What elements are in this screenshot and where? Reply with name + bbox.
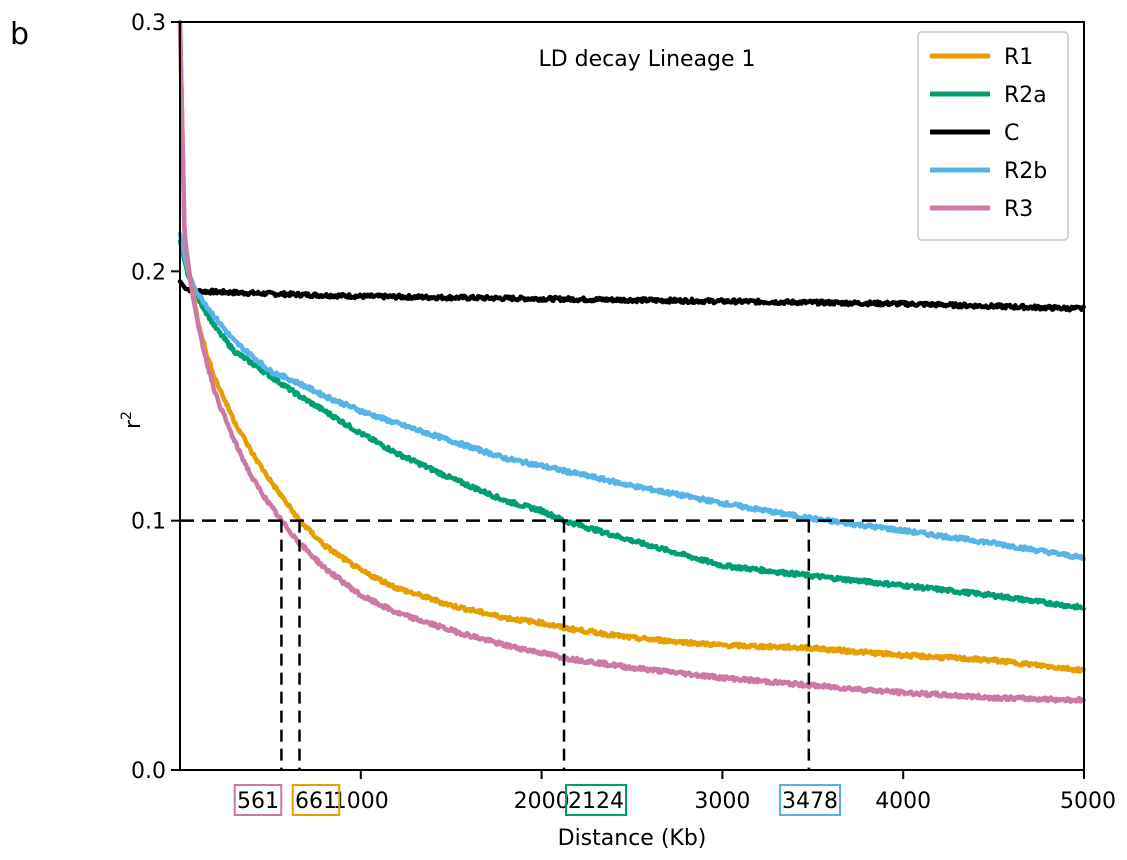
legend: R1 R2a C R2b R3	[917, 31, 1069, 241]
series-line-r1	[177, 19, 1086, 674]
y-axis-label-base: r	[121, 419, 146, 429]
y-tick-label: 0.0	[131, 759, 166, 784]
x-tick-label: 5000	[1060, 789, 1116, 814]
decay-marker-box-2124	[565, 784, 627, 816]
x-tick-label: 2000	[514, 789, 570, 814]
panel-label: b	[10, 17, 29, 52]
decay-marker-label-661: 661	[295, 789, 337, 814]
plot-frame	[179, 21, 1085, 771]
decay-marker-label-3478: 3478	[782, 789, 838, 814]
legend-items: R1 R2a C R2b R3	[930, 45, 1047, 222]
series-line-r2a	[177, 239, 1086, 611]
series-line-r3	[177, 19, 1086, 704]
decay-marker-label-561: 561	[237, 789, 279, 814]
threshold-guides	[180, 519, 1084, 770]
decay-marker-box-3478	[779, 784, 841, 816]
decay-marker-label-2124: 2124	[568, 789, 624, 814]
y-tick-label: 0.1	[131, 510, 166, 535]
y-axis: 0.0 0.1 0.2 0.3	[131, 11, 180, 784]
chart-title: LD decay Lineage 1	[538, 47, 755, 72]
y-tick-label: 0.2	[131, 260, 166, 285]
x-tick-label: 3000	[694, 789, 750, 814]
x-tick-label: 4000	[875, 789, 931, 814]
legend-label-c: C	[1004, 121, 1019, 146]
x-axis-label: Distance (Kb)	[558, 826, 707, 851]
x-axis: 1000 2000 3000 4000 5000 561 661 2124 3478	[233, 770, 1116, 816]
decay-marker-box-661	[291, 784, 341, 816]
legend-label-r2a: R2a	[1004, 83, 1047, 108]
legend-box	[917, 31, 1069, 241]
y-axis-label: r2	[119, 411, 146, 429]
decay-marker-box-561	[233, 784, 283, 816]
y-tick-label: 0.3	[131, 11, 166, 36]
legend-label-r2b: R2b	[1004, 159, 1047, 184]
series-line-c	[177, 279, 1086, 313]
y-axis-label-superscript: 2	[119, 411, 135, 420]
x-tick-label: 1000	[333, 789, 389, 814]
legend-label-r1: R1	[1004, 45, 1033, 70]
series-lines	[177, 19, 1086, 704]
legend-label-r3: R3	[1004, 197, 1033, 222]
series-line-r2b	[177, 231, 1086, 562]
